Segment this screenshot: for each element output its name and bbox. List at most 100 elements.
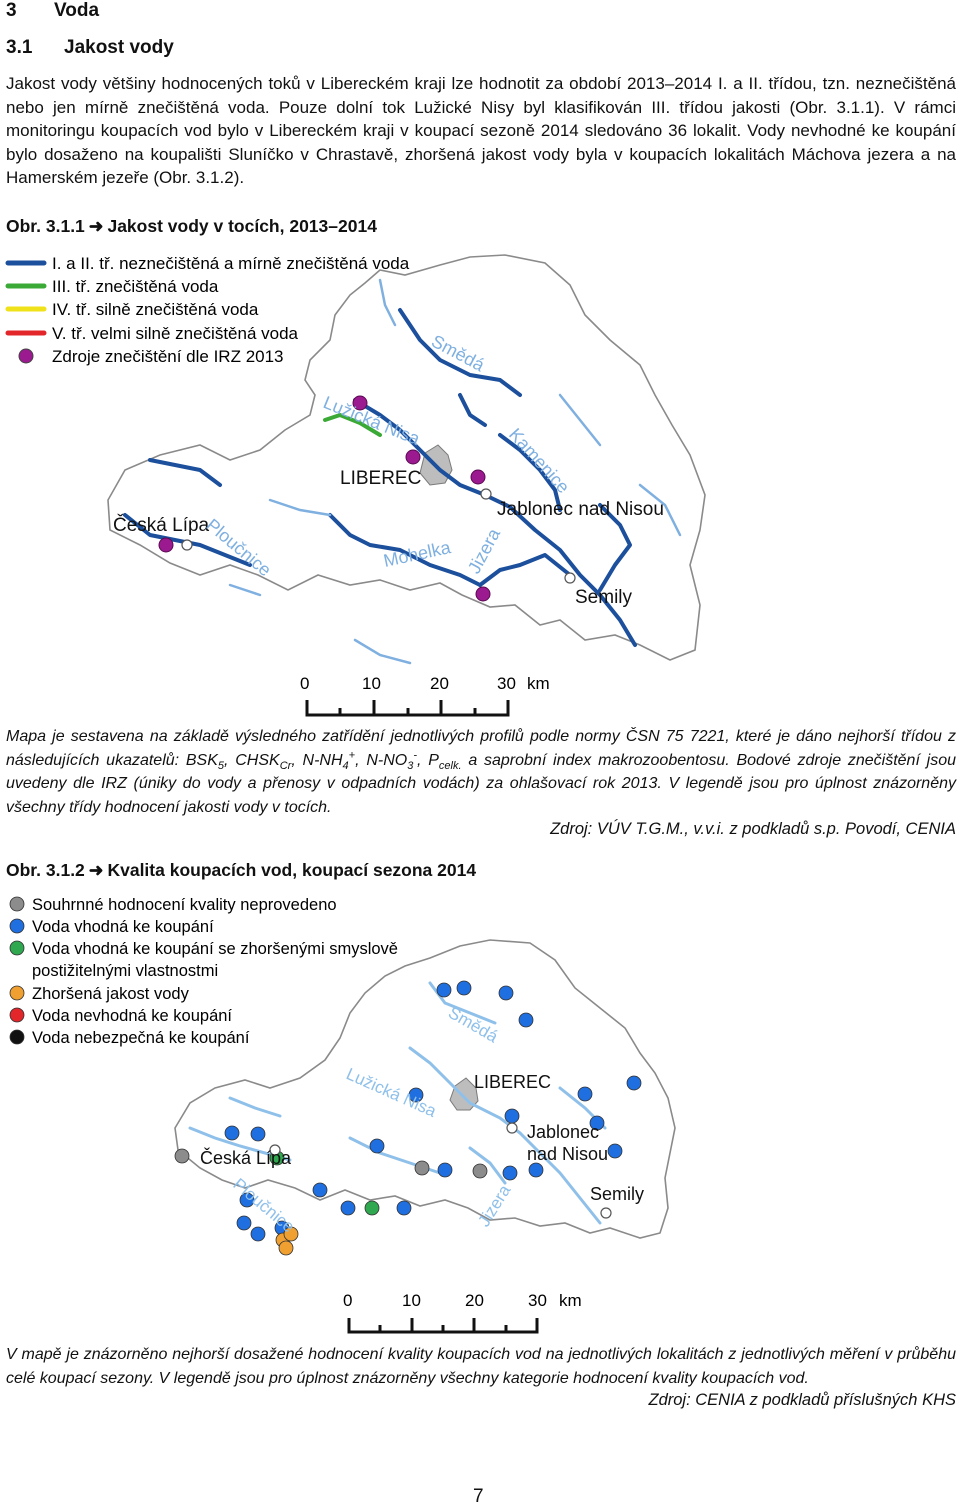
irz-point [158,537,174,553]
legend-swatch-irz [18,348,34,364]
bathing-point [408,1087,424,1103]
bathing-points [174,980,642,1256]
scale-unit-2: km [559,1291,582,1310]
city-ceska-lipa-2: Česká Lípa [200,1147,292,1168]
caption-part: Mapa je sestavena na základě výsledného … [6,728,956,769]
legend-swatch-dangerous [9,1029,25,1045]
bathing-point [340,1200,356,1216]
city-semily: Semily [575,587,633,608]
bathing-point [278,1240,294,1256]
bathing-point [364,1200,380,1216]
section-title: Jakost vody [64,37,174,58]
legend-label-dangerous: Voda nebezpečná ke koupání [32,1029,250,1047]
fig2-map: Souhrnné hodnocení kvality neprovedeno V… [9,896,676,1334]
chapter-number: 3 [6,0,17,21]
caption-sub: 3 [407,759,414,772]
bathing-point [312,1182,328,1198]
legend-label-class1: I. a II. tř. neznečištěná a mírně znečiš… [52,254,410,273]
scale-tick-20-2: 20 [465,1291,484,1310]
bathing-point [224,1125,240,1141]
bathing-point [498,985,514,1001]
city-liberec: LIBEREC [340,468,421,489]
bathing-point [283,1226,299,1242]
caption-sup: + [348,749,356,762]
legend-label-worse: Zhoršená jakost vody [32,985,190,1003]
fig2-caption: V mapě je znázorněno nejhorší dosažené h… [6,1346,956,1387]
fig1-scale-bar: 0 10 20 30 km [300,674,550,717]
caption-sub: Cr [279,759,292,772]
irz-point [470,469,486,485]
scale-tick-20: 20 [430,674,449,693]
bathing-point [436,982,452,998]
legend-label-class5: V. tř. velmi silně znečištěná voda [52,324,299,343]
arrow-icon: ➜ [88,860,104,880]
legend-label-suitable-impaired: Voda vhodná ke koupání se zhoršenými smy… [32,940,398,958]
legend-label-suitable: Voda vhodná ke koupání [32,918,214,936]
bathing-point [626,1075,642,1091]
city-liberec-2: LIBEREC [474,1072,551,1092]
fig2-scale-bar: 0 10 20 30 km [343,1291,582,1334]
rivers-class1 [123,308,637,647]
fig1-legend: I. a II. tř. neznečištěná a mírně znečiš… [5,254,410,366]
city-ceska-lipa: Česká Lípa [113,514,210,536]
caption-part: , P [417,751,439,769]
legend-label-class3: III. tř. znečištěná voda [52,277,219,296]
page-number: 7 [473,1486,484,1507]
irz-point [352,395,368,411]
scale-tick-0-2: 0 [343,1291,352,1310]
city-semily-2: Semily [590,1184,644,1204]
bathing-point [456,980,472,996]
bathing-point [174,1148,190,1164]
bathing-point [437,1162,453,1178]
legend-label-not-evaluated: Souhrnné hodnocení kvality neprovedeno [32,896,337,914]
bathing-point [589,1115,605,1131]
caption-sup: - [413,749,418,762]
bathing-point [250,1226,266,1242]
fig1-map: I. a II. tř. neznečištěná a mírně znečiš… [5,254,706,717]
rivers-other [228,278,682,665]
scale-unit: km [527,674,550,693]
legend-swatch-worse [9,985,25,1001]
section-number: 3.1 [6,37,33,58]
bathing-point [472,1163,488,1179]
irz-point [405,449,421,465]
caption-sub: 4 [342,759,349,772]
caption-part: , N-NH [291,751,343,769]
city-jablonec-2a: Jablonec [527,1122,599,1142]
irz-points [158,395,491,602]
legend-label-class4: IV. tř. silně znečištěná voda [52,300,259,319]
city-dots-2 [269,1122,612,1219]
fig2-source: Zdroj: CENIA z podkladů příslušných KHS [648,1391,956,1409]
fig2-title-text: Kvalita koupacích vod, koupací sezona 20… [107,860,477,880]
legend-label-unsuitable: Voda nevhodná ke koupání [32,1007,232,1025]
river-class3 [323,412,382,437]
fig1-caption: Mapa je sestavena na základě výsledného … [6,725,956,819]
fig1-source: Zdroj: VÚV T.G.M., v.v.i. z podkladů s.p… [550,820,956,838]
fig1-title: Obr. 3.1.1 ➜ Jakost vody v tocích, 2013–20… [6,216,377,237]
irz-point [475,586,491,602]
legend-swatch-suitable-impaired [9,940,25,956]
bathing-point [414,1160,430,1176]
caption-part: a saprobní index makrozoobentosu. Bodové… [6,751,957,816]
scale-tick-10: 10 [362,674,381,693]
city-jablonec-2b: nad Nisou [527,1144,608,1164]
scale-tick-0: 0 [300,674,309,693]
legend-swatch-unsuitable [9,1007,25,1023]
legend-label-suitable-impaired-cont: postižitelnými vlastnostmi [32,962,218,980]
chapter-title: Voda [54,0,100,21]
city-dots [181,488,576,584]
fig1-label: Obr. 3.1.1 [6,216,85,236]
bathing-point [607,1143,623,1159]
bathing-point [528,1162,544,1178]
bathing-point [396,1200,412,1216]
scale-tick-30: 30 [497,674,516,693]
bathing-point [577,1086,593,1102]
city-jablonec: Jablonec nad Nisou [497,499,664,520]
section-heading: 3.1 Jakost vody [6,37,174,59]
caption-sub: 5 [217,759,225,772]
fig1-title-text: Jakost vody v tocích, 2013–2014 [107,216,377,236]
bathing-point [250,1126,266,1142]
chapter-heading: 3 Voda [6,0,99,22]
caption-part: , CHSK [224,751,280,769]
bathing-point [236,1215,252,1231]
